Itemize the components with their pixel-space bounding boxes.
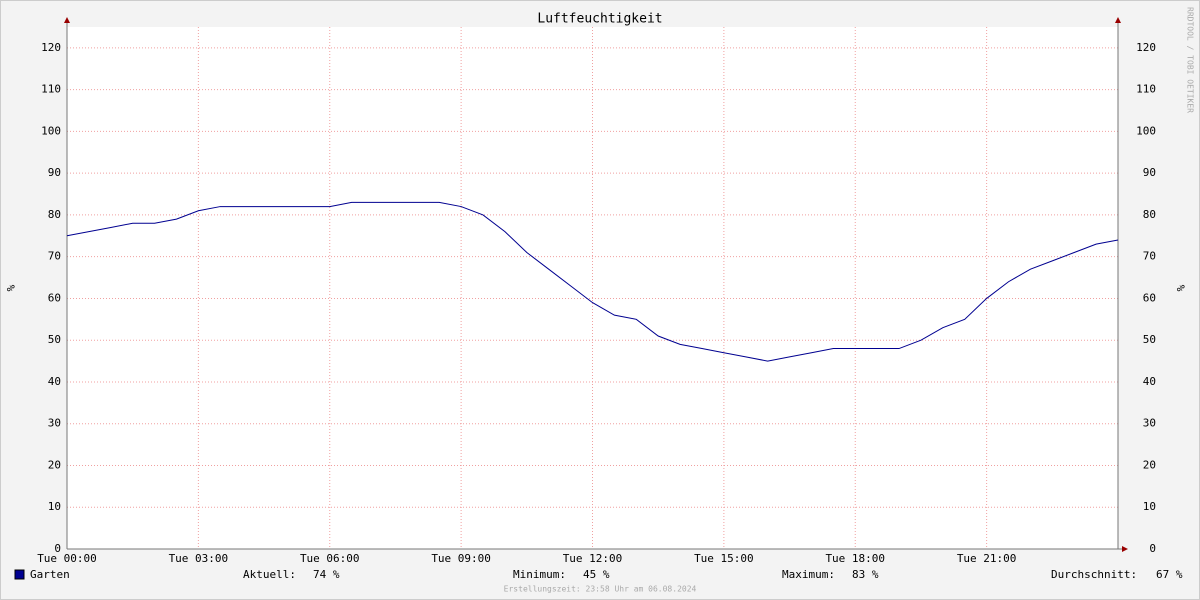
y-tick-label: 120 [41,41,61,54]
y-tick-label: 40 [48,375,61,388]
y-tick-label: 70 [48,250,61,263]
y-tick-label: 60 [48,291,61,304]
y-tick-label: 0 [54,542,61,555]
y-tick-label-right: 80 [1143,208,1156,221]
y-axis-label: % [4,285,17,292]
y-tick-label: 100 [41,124,61,137]
data-line [66,201,1119,362]
stat-value: 45 % [583,568,610,581]
y-tick-label: 50 [48,333,61,346]
stat-value: 83 % [852,568,879,581]
y-tick-label: 30 [48,417,61,430]
y-tick-label-right: 50 [1143,333,1156,346]
y-axis-label-right: % [1174,285,1187,292]
y-tick-label: 10 [48,500,61,513]
x-tick-label: Tue 09:00 [431,552,491,565]
y-tick-label-right: 120 [1136,41,1156,54]
watermark: RRDTOOL / TOBI OETIKER [1186,7,1195,113]
x-tick-label: Tue 00:00 [37,552,97,565]
x-tick-label: Tue 03:00 [169,552,229,565]
x-tick-label: Tue 06:00 [300,552,360,565]
y-tick-label-right: 90 [1143,166,1156,179]
y-tick-label-right: 20 [1143,458,1156,471]
x-tick-label: Tue 12:00 [563,552,623,565]
y-tick-label-right: 70 [1143,250,1156,263]
y-tick-label: 110 [41,83,61,96]
y-tick-label-right: 10 [1143,500,1156,513]
x-tick-label: Tue 18:00 [825,552,885,565]
y-tick-label-right: 40 [1143,375,1156,388]
axis-arrow [1115,17,1121,23]
y-tick-label: 80 [48,208,61,221]
y-tick-label: 20 [48,458,61,471]
stat-label: Maximum: [782,568,835,581]
stat-label: Minimum: [513,568,566,581]
legend-swatch [14,569,25,580]
axis-arrow [1122,546,1128,552]
y-tick-label-right: 30 [1143,417,1156,430]
stat-label: Aktuell: [243,568,296,581]
y-tick-label-right: 0 [1149,542,1156,555]
axis-arrow [64,17,70,23]
x-tick-label: Tue 21:00 [957,552,1017,565]
y-tick-label-right: 110 [1136,83,1156,96]
y-tick-label: 90 [48,166,61,179]
stat-value: 74 % [313,568,340,581]
chart-title: Luftfeuchtigkeit [537,12,662,27]
legend-label: Garten [30,568,70,581]
stat-label: Durchschnitt: [1051,568,1137,581]
stat-value: 67 % [1156,568,1183,581]
x-tick-label: Tue 15:00 [694,552,754,565]
y-tick-label-right: 60 [1143,291,1156,304]
footer: Erstellungszeit: 23:58 Uhr am 06.08.2024 [504,585,697,594]
y-tick-label-right: 100 [1136,124,1156,137]
